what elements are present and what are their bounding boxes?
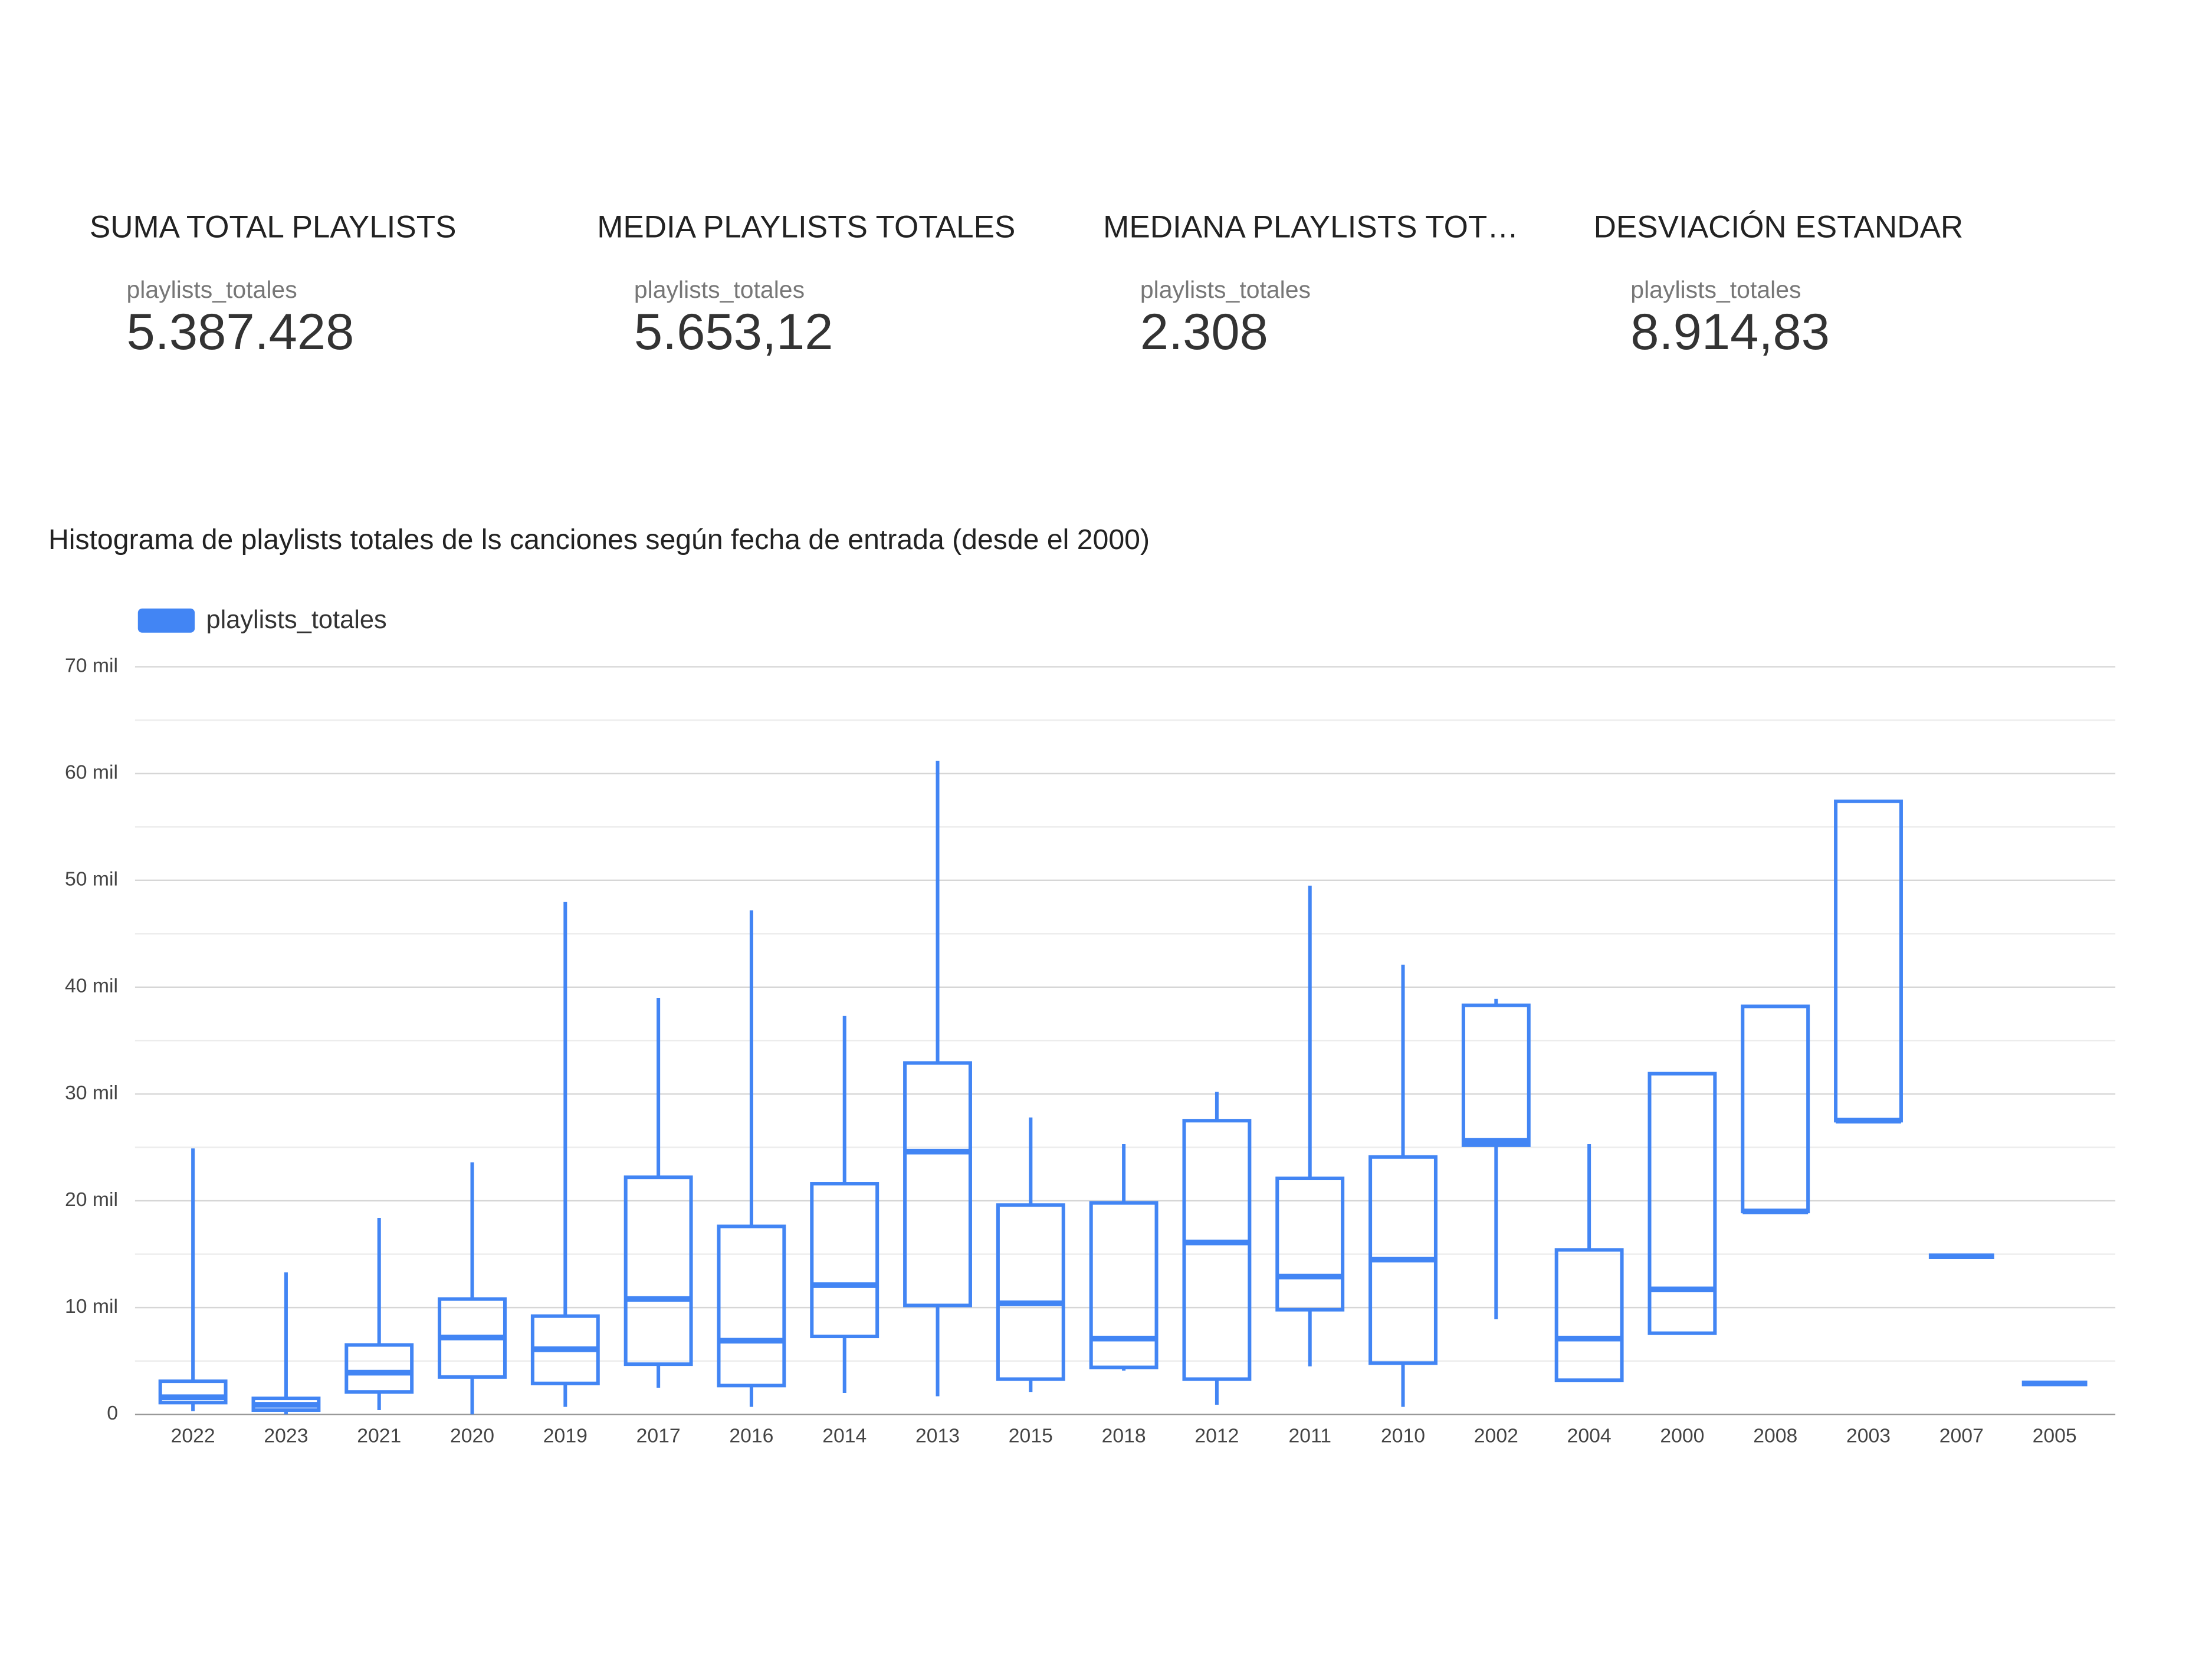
x-tick-label: 2008 — [1753, 1425, 1797, 1447]
scorecard-value: 5.387.428 — [126, 303, 354, 360]
x-tick-label: 2007 — [1939, 1425, 1984, 1447]
x-tick-label: 2020 — [450, 1425, 494, 1447]
y-tick-label: 60 mil — [65, 761, 118, 784]
box — [1182, 1119, 1252, 1381]
x-tick-label: 2014 — [822, 1425, 867, 1447]
box — [810, 1182, 879, 1339]
box — [623, 1175, 693, 1366]
legend-swatch — [137, 608, 195, 633]
box — [717, 1224, 786, 1388]
x-tick-label: 2021 — [357, 1425, 401, 1447]
x-tick-label: 2000 — [1660, 1425, 1704, 1447]
x-tick-label: 2017 — [636, 1425, 681, 1447]
x-tick-label: 2004 — [1567, 1425, 1612, 1447]
x-tick-label: 2011 — [1288, 1425, 1331, 1447]
scorecard-metric: playlists_totales — [634, 276, 805, 303]
y-tick-label: 20 mil — [65, 1188, 118, 1211]
x-tick-label: 2015 — [1009, 1425, 1053, 1447]
x-tick-label: 2012 — [1194, 1425, 1239, 1447]
scorecard-metric: playlists_totales — [1630, 276, 1801, 303]
scorecard-metric: playlists_totales — [126, 276, 297, 303]
scorecard-value: 2.308 — [1140, 303, 1268, 360]
y-tick-label: 0 — [107, 1402, 118, 1424]
box — [903, 1061, 972, 1308]
box — [1554, 1248, 1624, 1382]
box — [1275, 1176, 1345, 1312]
y-tick-label: 10 mil — [65, 1295, 118, 1318]
x-tick-label: 2016 — [729, 1425, 773, 1447]
scorecard-title: DESVIACIÓN ESTANDAR — [1594, 209, 1963, 244]
scorecard-metric: playlists_totales — [1140, 276, 1311, 303]
y-tick-label: 40 mil — [65, 975, 118, 997]
scorecard-value: 5.653,12 — [634, 303, 833, 360]
box — [1647, 1072, 1717, 1335]
y-tick-label: 70 mil — [65, 654, 118, 676]
x-tick-label: 2023 — [264, 1425, 308, 1447]
x-tick-label: 2019 — [543, 1425, 588, 1447]
box — [996, 1203, 1065, 1381]
x-tick-label: 2013 — [915, 1425, 960, 1447]
x-tick-label: 2022 — [171, 1425, 215, 1447]
scorecard-title: SUMA TOTAL PLAYLISTS — [90, 209, 457, 244]
scorecard-title: MEDIA PLAYLISTS TOTALES — [597, 209, 1015, 244]
x-tick-label: 2018 — [1102, 1425, 1146, 1447]
box — [1461, 1003, 1531, 1147]
y-tick-label: 30 mil — [65, 1082, 118, 1104]
y-tick-label: 50 mil — [65, 868, 118, 891]
scorecard-value: 8.914,83 — [1630, 303, 1830, 360]
legend-label: playlists_totales — [206, 606, 386, 634]
box — [158, 1379, 228, 1405]
chart-title: Histograma de playlists totales de ls ca… — [48, 524, 1150, 556]
scorecard-title: MEDIANA PLAYLISTS TOT… — [1103, 209, 1518, 244]
x-tick-label: 2003 — [1846, 1425, 1891, 1447]
x-tick-label: 2002 — [1474, 1425, 1518, 1447]
x-tick-label: 2005 — [2033, 1425, 2077, 1447]
x-tick-label: 2010 — [1381, 1425, 1425, 1447]
box — [344, 1343, 414, 1394]
box — [1089, 1201, 1158, 1369]
